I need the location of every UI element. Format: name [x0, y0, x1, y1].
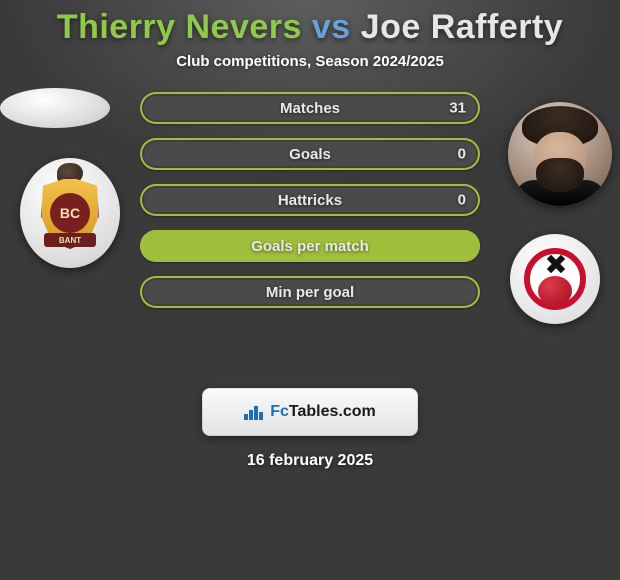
subtitle: Club competitions, Season 2024/2025 — [0, 53, 620, 70]
stat-pill: Hattricks 0 — [140, 184, 480, 216]
stat-label: Goals per match — [251, 238, 369, 255]
stat-label: Min per goal — [266, 284, 354, 301]
brand-text: FcTables.com — [270, 403, 376, 421]
infographic: Thierry Nevers vs Joe Rafferty Club comp… — [0, 0, 620, 580]
club-crest-left: BC BANT — [20, 158, 120, 268]
stat-pill: Matches 31 — [140, 92, 480, 124]
brand-suffix: Tables.com — [289, 403, 376, 420]
brand-prefix: Fc — [270, 403, 289, 420]
stat-value-right: 0 — [458, 192, 466, 209]
stat-value-right: 31 — [449, 100, 466, 117]
club-left-monogram: BC — [50, 193, 90, 233]
stat-label: Matches — [280, 100, 340, 117]
stat-pill: Goals 0 — [140, 138, 480, 170]
stat-pill: Min per goal — [140, 276, 480, 308]
title-player-left: Thierry Nevers — [57, 8, 302, 46]
stat-label: Hattricks — [278, 192, 342, 209]
stat-label: Goals — [289, 146, 331, 163]
club-left-banner: BANT — [44, 233, 96, 247]
shield-icon: BC BANT — [40, 177, 100, 249]
brand-bars-icon — [244, 404, 264, 420]
player-avatar-right — [508, 102, 612, 206]
stat-value-right: 0 — [458, 146, 466, 163]
infographic-date: 16 february 2025 — [0, 452, 620, 470]
club-crest-right — [510, 234, 600, 324]
title-vs: vs — [312, 8, 351, 46]
crest-icon — [524, 248, 586, 310]
comparison-title: Thierry Nevers vs Joe Rafferty — [0, 0, 620, 47]
title-player-right: Joe Rafferty — [361, 8, 564, 46]
stat-pill: Goals per match — [140, 230, 480, 262]
player-avatar-left — [0, 88, 110, 128]
stat-pill-stack: Matches 31 Goals 0 Hattricks 0 Goals per match… — [140, 92, 480, 308]
brand-badge: FcTables.com — [202, 388, 418, 436]
stats-area: BC BANT Matches31Goals0Hatt — [0, 88, 620, 388]
